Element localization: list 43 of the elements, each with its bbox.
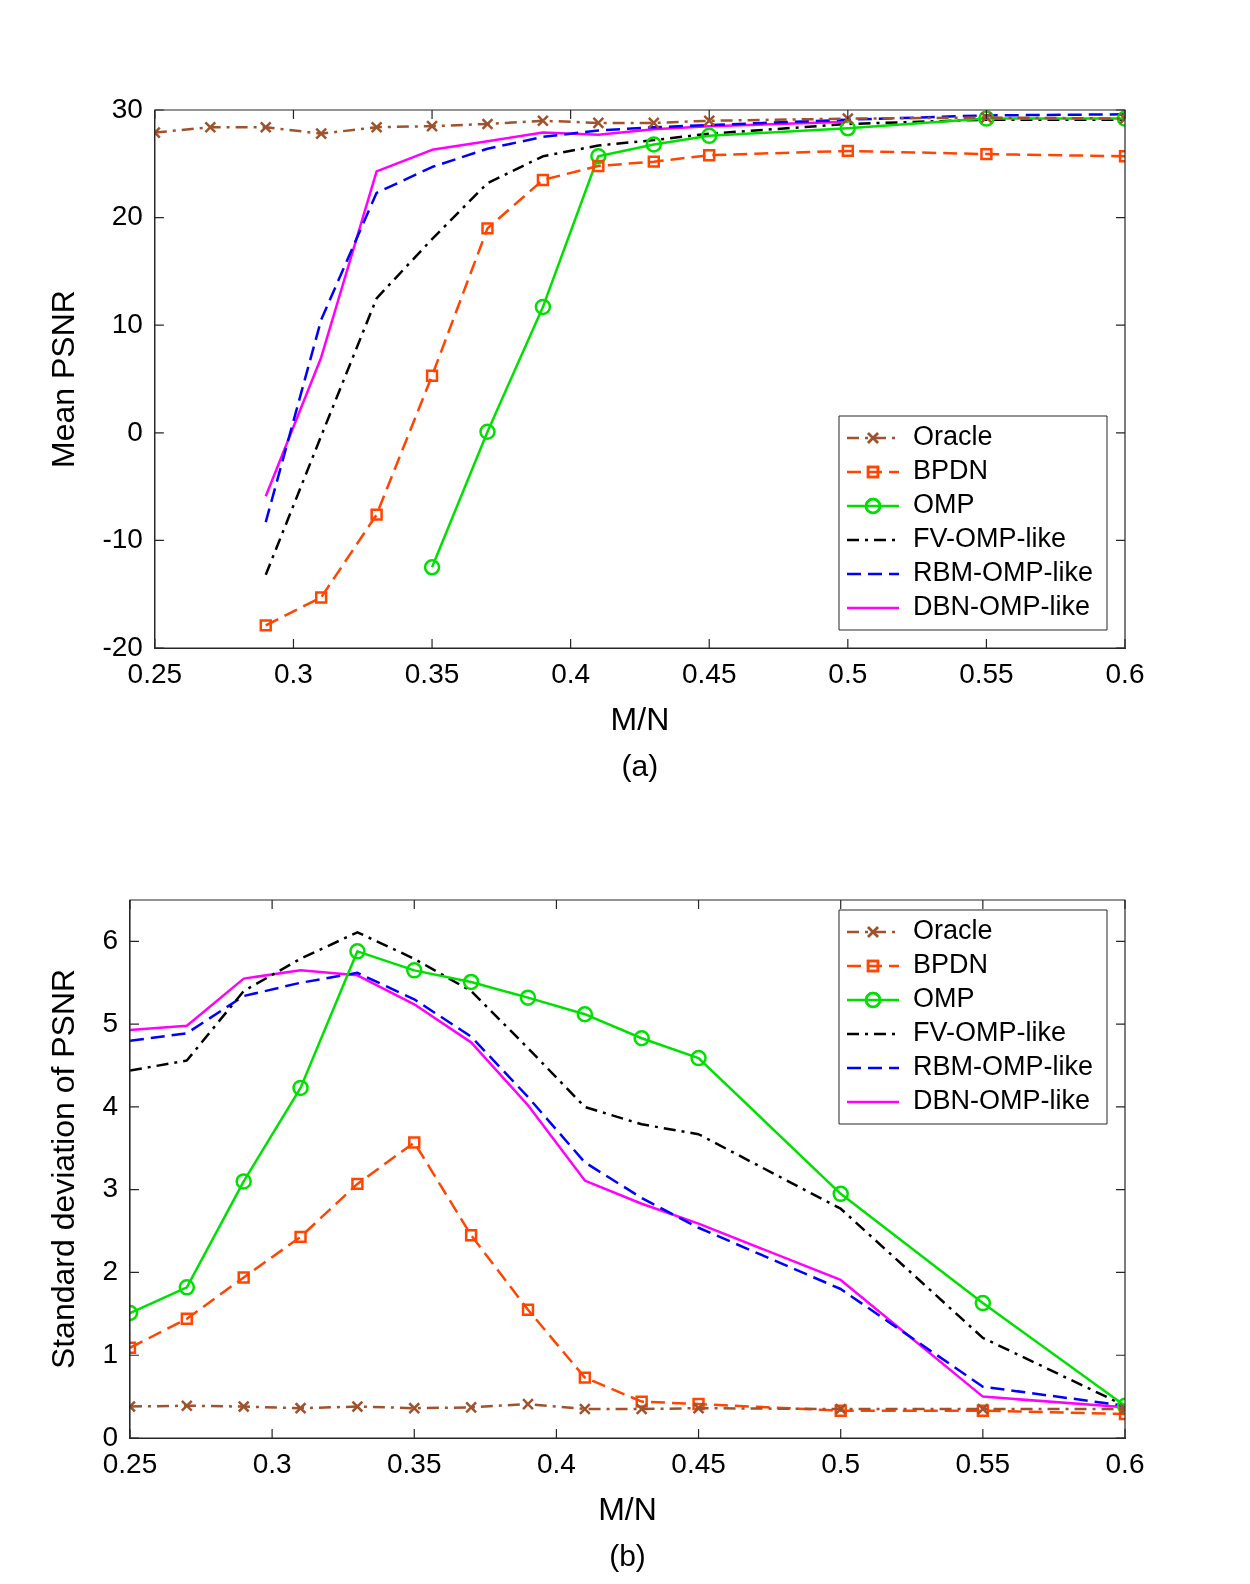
x-tick-label: 0.5 <box>828 657 868 689</box>
legend-label: Oracle <box>913 915 993 946</box>
legend-label: OMP <box>913 983 975 1014</box>
y-tick-label: 3 <box>102 1172 118 1204</box>
x-tick-label: 0.3 <box>273 657 313 689</box>
legend-label: RBM-OMP-like <box>913 557 1093 588</box>
y-tick-label: 30 <box>111 92 143 124</box>
legend-label: DBN-OMP-like <box>913 1085 1091 1116</box>
text: (a) <box>621 749 659 782</box>
y-tick-label: 1 <box>102 1337 118 1369</box>
x-tick-label: 0.6 <box>1105 657 1145 689</box>
x-tick-label: 0.45 <box>671 1447 726 1479</box>
y-tick-label: 10 <box>111 307 143 339</box>
x-tick-label: 0.4 <box>551 657 591 689</box>
y-tick-label: 0 <box>127 415 143 447</box>
text: (b) <box>609 1539 646 1572</box>
x-axis-title: M/N <box>610 700 670 737</box>
y-tick-label: -10 <box>102 523 143 555</box>
x-tick-label: 0.55 <box>959 657 1014 689</box>
x-tick-label: 0.55 <box>955 1447 1011 1479</box>
x-tick-label: 0.5 <box>821 1447 861 1479</box>
legend-label: DBN-OMP-like <box>913 591 1091 622</box>
legend-label: BPDN <box>913 949 989 980</box>
x-tick-label: 0.3 <box>252 1447 292 1479</box>
y-axis-title: Mean PSNR <box>45 290 82 468</box>
x-tick-label: 0.35 <box>404 657 460 689</box>
legend-label: OMP <box>913 489 975 520</box>
legend-label: Oracle <box>913 421 993 452</box>
y-tick-label: 20 <box>111 200 143 232</box>
legend-label: FV-OMP-like <box>913 1017 1067 1048</box>
y-tick-label: 5 <box>102 1006 118 1038</box>
y-tick-label: 2 <box>102 1255 118 1287</box>
legend-label: FV-OMP-like <box>913 523 1067 554</box>
x-tick-label: 0.45 <box>681 657 737 689</box>
legend-label: BPDN <box>913 455 989 486</box>
y-tick-label: 6 <box>102 924 118 956</box>
x-axis-title: M/N <box>598 1490 657 1527</box>
y-tick-label: 4 <box>102 1089 118 1121</box>
y-axis-title: Standard deviation of PSNR <box>45 968 82 1370</box>
x-tick-label: 0.4 <box>536 1447 576 1479</box>
x-tick-label: 0.35 <box>387 1447 442 1479</box>
legend-label: RBM-OMP-like <box>913 1051 1093 1082</box>
x-tick-label: 0.6 <box>1105 1447 1145 1479</box>
